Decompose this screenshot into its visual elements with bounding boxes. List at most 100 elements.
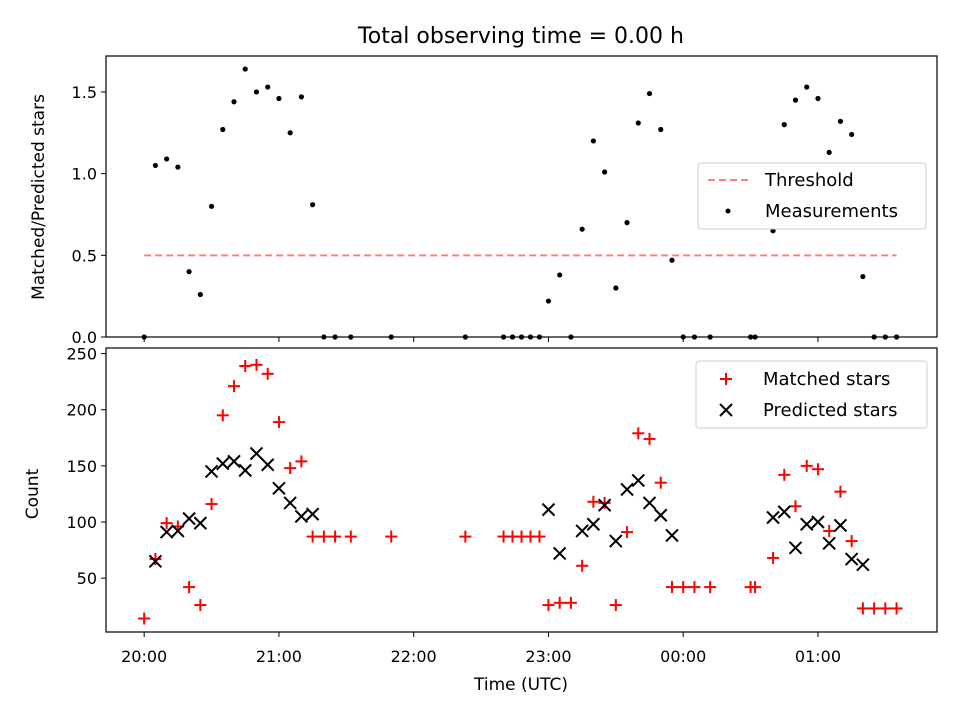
predicted-star-point	[182, 511, 196, 526]
predicted-star-point	[575, 524, 589, 538]
ratio-plot-frame	[105, 55, 938, 338]
predicted-star-point	[216, 456, 230, 471]
predicted-star-point	[800, 517, 814, 531]
measurements-legend-swatch	[725, 208, 731, 214]
measurement-point	[579, 226, 585, 232]
measurement-point	[613, 285, 619, 291]
count-y-axis-label: Count	[23, 468, 43, 519]
matched-star-point	[149, 553, 162, 566]
measurement-point	[781, 122, 787, 128]
matched-star-point	[688, 581, 701, 594]
count-plot-frame	[105, 347, 938, 633]
ratio-legend-box	[697, 162, 927, 230]
matched-star-point	[879, 602, 892, 615]
measurement-point	[669, 257, 675, 263]
matched-star-point	[665, 581, 678, 594]
count-x-tick-label: 20:00	[121, 647, 167, 666]
matched-star-point	[823, 524, 836, 537]
predicted-star-point	[777, 505, 791, 519]
ratio-y-tick-label: 0.0	[72, 328, 97, 347]
predicted-star-point	[811, 515, 825, 529]
matched-star-point	[228, 380, 241, 393]
ratio-y-tick-label: 0.5	[72, 246, 97, 265]
matched-star-point	[329, 530, 342, 543]
ratio-y-ticks: 0.0 0.5 1.0 1.5	[72, 83, 106, 347]
measurement-point	[164, 156, 170, 162]
matched-star-point	[845, 535, 858, 548]
measurement-point	[175, 164, 181, 170]
matched-star-point	[533, 530, 546, 543]
predicted-star-point	[283, 496, 297, 510]
matched-star-point	[834, 485, 847, 498]
threshold-legend-label: Threshold	[764, 170, 854, 191]
measurement-point	[287, 130, 293, 136]
measurement-point	[792, 97, 799, 103]
measurement-point	[152, 162, 159, 169]
count-x-tick-label: 00:00	[660, 647, 706, 666]
measurement-point	[860, 273, 866, 280]
measurement-point	[815, 95, 821, 102]
matched-star-point	[587, 495, 600, 508]
predicted-star-point	[171, 524, 185, 538]
predicted-star-point	[620, 482, 634, 497]
measurement-point	[253, 89, 260, 95]
predicted-star-point	[552, 546, 567, 561]
matched-star-point	[261, 367, 274, 380]
measurement-point	[557, 272, 563, 278]
matched-legend-label: Matched stars	[763, 369, 890, 390]
ratio-panel: Total observing time = 0.00 h 0.0 0.5 1.0 1…	[29, 24, 938, 347]
predicted-star-point	[305, 507, 320, 521]
predicted-star-point	[204, 464, 219, 479]
measurements-legend-label: Measurements	[765, 201, 898, 222]
matched-star-point	[344, 530, 357, 543]
predicted-star-point	[541, 502, 556, 517]
predicted-star-point	[822, 536, 836, 551]
measurement-point	[231, 99, 237, 105]
measurement-point	[635, 120, 641, 126]
predicted-star-point	[272, 481, 286, 496]
count-marks	[138, 358, 903, 625]
matched-star-point	[609, 599, 622, 612]
measurement-point	[208, 203, 215, 209]
measurement-point	[804, 84, 810, 90]
matched-star-point	[800, 459, 813, 472]
measurement-point	[624, 220, 630, 226]
predicted-star-point	[193, 516, 208, 530]
predicted-star-point	[665, 528, 679, 543]
predicted-star-point	[844, 552, 859, 566]
count-x-tick-label: 22:00	[391, 647, 437, 666]
matched-star-point	[677, 581, 690, 594]
count-x-tick-label: 01:00	[795, 647, 841, 666]
matched-star-point	[250, 358, 263, 371]
count-y-ticks: 50 100 150 200 250	[66, 345, 106, 588]
matched-star-point	[632, 427, 645, 440]
predicted-star-point	[631, 473, 645, 488]
predicted-star-point	[833, 518, 848, 533]
ratio-y-tick-label: 1.5	[72, 83, 97, 102]
count-x-tick-label: 23:00	[525, 647, 571, 666]
matched-star-point	[621, 526, 634, 539]
predicted-star-point	[609, 534, 623, 548]
matched-star-point	[643, 432, 656, 445]
count-x-tick-label: 21:00	[256, 647, 302, 666]
predicted-star-point	[788, 541, 803, 555]
predicted-star-point	[642, 496, 657, 510]
matched-star-point	[553, 596, 566, 609]
ratio-y-tick-label: 1.0	[72, 165, 97, 184]
count-legend-box	[695, 360, 928, 429]
predicted-star-point	[294, 509, 309, 524]
measurement-point	[826, 149, 832, 155]
matched-star-point	[654, 476, 667, 489]
matched-star-point	[598, 496, 611, 509]
predicted-star-point	[249, 446, 264, 461]
matched-star-point	[216, 409, 229, 422]
ratio-x-ticks	[143, 337, 819, 342]
predicted-star-point	[148, 554, 163, 568]
matched-star-point	[856, 602, 869, 615]
measurement-point	[602, 169, 608, 175]
count-panel: 50 100 150 200 250 20:00 21:00 22:00 23:00 00:00…	[23, 345, 938, 695]
matched-star-point	[890, 602, 903, 615]
ratio-y-axis-label: Matched/Predicted stars	[29, 94, 49, 300]
measurement-point	[186, 269, 192, 275]
matched-star-point	[789, 500, 802, 513]
